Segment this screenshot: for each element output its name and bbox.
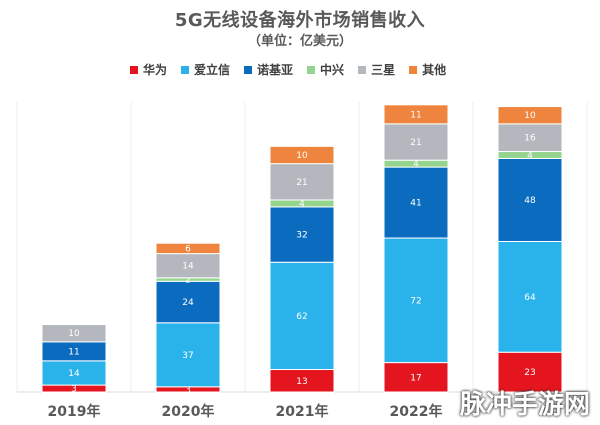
bar-segment [155, 322, 221, 388]
bar-value-label: 4 [527, 151, 533, 161]
bar-value-label: 14 [68, 369, 80, 379]
legend-swatch-zte [307, 65, 316, 74]
x-axis-tick-label: 2021年 [276, 403, 329, 420]
bar-segment [269, 163, 335, 201]
legend-label-nokia: 诺基亚 [257, 63, 294, 77]
bar-segment [155, 242, 221, 255]
bar-value-label: 32 [296, 231, 307, 241]
legend-label-huawei: 华为 [143, 63, 168, 77]
chart-legend: 华为 爱立信 诺基亚 中兴 三星 其他 [130, 61, 446, 78]
chart-subtitle: （单位：亿美元） [247, 34, 352, 49]
bar-segment [383, 104, 449, 125]
bar-segment [269, 261, 335, 371]
bar-segment [41, 324, 107, 343]
bar-segment [383, 237, 449, 364]
bar-value-label: 10 [296, 151, 308, 161]
legend-swatch-nokia [244, 65, 253, 74]
bar-value-label: 72 [410, 296, 421, 306]
bar-segment [383, 166, 449, 239]
bar-value-label: 13 [296, 377, 307, 387]
bar-value-label: 17 [410, 373, 421, 383]
legend-item-other: 其他 [409, 61, 446, 78]
bar-value-label: 37 [182, 351, 193, 361]
bar-value-label: 4 [299, 199, 305, 209]
bar-value-label: 4 [413, 160, 419, 170]
bar-value-label: 10 [68, 329, 80, 339]
bar-segment [155, 253, 221, 279]
legend-swatch-ericsson [181, 65, 190, 74]
bar-value-label: 2 [185, 276, 191, 286]
bar-segment [497, 106, 563, 125]
bar-value-label: 24 [182, 298, 194, 308]
bar-segment [497, 240, 563, 353]
bar-segment [497, 123, 563, 153]
bar-value-label: 62 [296, 312, 307, 322]
bar-value-label: 10 [524, 111, 536, 121]
bar-value-label: 41 [410, 199, 421, 209]
legend-label-samsung: 三星 [371, 63, 396, 77]
bar-segment [383, 123, 449, 161]
bar-segment [155, 280, 221, 324]
bar-value-label: 6 [185, 244, 191, 254]
legend-item-ericsson: 爱立信 [181, 61, 230, 78]
legend-item-zte: 中兴 [307, 61, 344, 78]
bar-segment [269, 206, 335, 263]
bar-segment [497, 351, 563, 393]
legend-label-zte: 中兴 [320, 63, 345, 77]
x-axis-tick-label: 2020年 [162, 403, 215, 420]
bar-value-label: 64 [524, 293, 536, 303]
legend-label-other: 其他 [422, 63, 447, 77]
legend-swatch-huawei [130, 65, 138, 74]
legend-item-nokia: 诺基亚 [244, 61, 293, 78]
bar-value-label: 21 [296, 178, 307, 188]
x-axis-tick-label: 2019年 [48, 403, 101, 420]
chart-title: 5G无线设备海外市场销售收入 [174, 10, 426, 31]
legend-swatch-other [409, 65, 418, 74]
legend-item-samsung: 三星 [358, 61, 395, 78]
bar-value-label: 16 [524, 134, 536, 144]
bar-segment [497, 157, 563, 242]
x-axis-tick-label: 2022年 [390, 403, 443, 420]
bar-value-label: 3 [185, 385, 191, 395]
legend-swatch-samsung [358, 65, 367, 74]
bar-value-label: 11 [68, 347, 79, 357]
bar-value-label: 3 [71, 385, 77, 395]
bar-value-label: 14 [182, 262, 194, 272]
bar-segment [269, 145, 335, 165]
bar-value-label: 23 [524, 368, 535, 378]
bar-value-label: 11 [410, 110, 421, 120]
bar-segment [41, 360, 107, 386]
legend-item-huawei: 华为 [130, 61, 167, 78]
bar-segment [383, 362, 449, 393]
bar-value-label: 48 [524, 196, 536, 206]
legend-label-ericsson: 爱立信 [194, 63, 231, 77]
bar-value-label: 21 [410, 138, 421, 148]
watermark: 脉冲手游网 [459, 390, 590, 420]
